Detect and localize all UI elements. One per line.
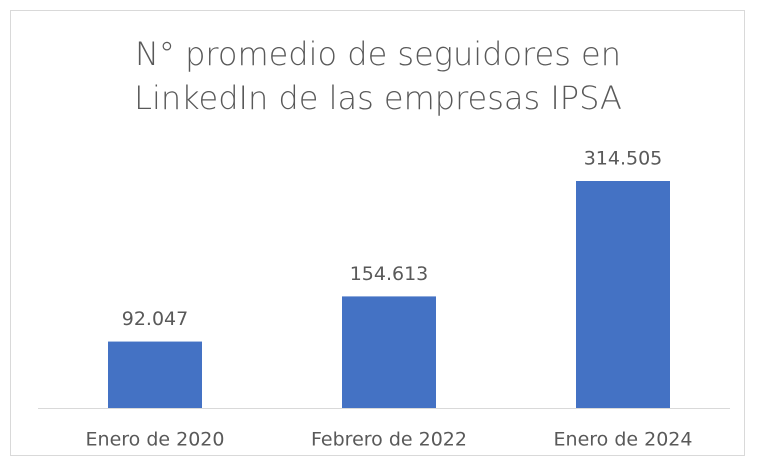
- x-tick-label: Enero de 2020: [86, 429, 225, 451]
- x-tick-label: Enero de 2024: [554, 429, 693, 451]
- chart-frame: [10, 10, 745, 456]
- data-label: 314.505: [584, 148, 663, 170]
- bar: [108, 341, 202, 408]
- bar: [342, 296, 436, 408]
- data-label: 92.047: [122, 308, 188, 330]
- x-tick-label: Febrero de 2022: [311, 429, 467, 451]
- data-label: 154.613: [350, 263, 429, 285]
- bar: [576, 181, 670, 408]
- chart-title: N° promedio de seguidores en LinkedIn de…: [134, 35, 622, 117]
